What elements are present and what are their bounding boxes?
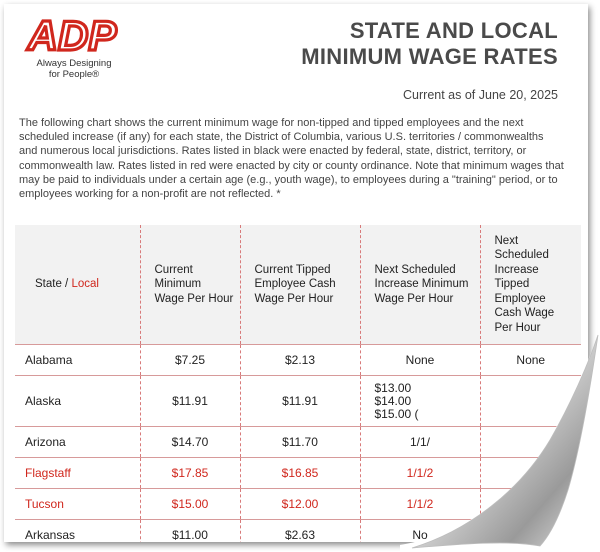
header-slash: /: [61, 278, 72, 291]
adp-logo-mark: ADP: [27, 12, 118, 59]
title-line-1: STATE AND LOCAL: [349, 18, 558, 43]
next-min-line: $14.00: [374, 393, 412, 408]
next-min-cell: 1/1/2: [360, 488, 481, 520]
logo-tagline: Always Designing for People®: [24, 58, 124, 80]
tagline-line-2: for People®: [48, 69, 100, 80]
table-header-row: State / Local Current Minimum Wage Per H…: [15, 225, 581, 345]
next-min-cell: $13.00 $14.00 $15.00 (: [360, 375, 481, 427]
min-wage-cell: $17.85: [140, 457, 241, 489]
min-wage-cell: $14.70: [140, 426, 241, 458]
state-cell: Flagstaff: [15, 457, 141, 489]
min-wage-cell: $11.00: [140, 519, 241, 542]
tipped-wage-cell: $2.63: [240, 519, 361, 542]
next-tipped-cell: None: [480, 344, 581, 376]
state-cell: Arkansas: [15, 519, 141, 542]
tipped-wage-cell: $12.00: [240, 488, 361, 520]
header-next-tipped: Next Scheduled Increase Tipped Employee …: [480, 225, 581, 345]
min-wage-cell: $11.91: [140, 375, 241, 427]
wage-table: State / Local Current Minimum Wage Per H…: [15, 225, 581, 542]
tipped-wage-cell: $11.91: [240, 375, 361, 427]
curl-flap: [411, 334, 599, 549]
state-cell: Alaska: [15, 375, 141, 427]
table-row: Alabama $7.25 $2.13 None None: [15, 344, 581, 376]
header-local: Local: [71, 278, 99, 291]
header-state-local: State / Local: [15, 225, 141, 345]
state-cell: Arizona: [15, 426, 141, 458]
state-cell: Alabama: [15, 344, 141, 376]
table-row: Tucson $15.00 $12.00 1/1/2: [15, 488, 581, 520]
next-min-cell: 1/1/2: [360, 457, 481, 489]
tagline-line-1: Always Designing: [36, 58, 112, 69]
min-wage-cell: $15.00: [140, 488, 241, 520]
current-as-of: Current as of June 20, 2025: [403, 88, 558, 102]
page-curl: [400, 330, 600, 552]
header-current-tipped: Current Tipped Employee Cash Wage Per Ho…: [240, 225, 361, 345]
min-wage-cell: $7.25: [140, 344, 241, 376]
adp-logo: ADP: [20, 10, 130, 90]
page-title: STATE AND LOCAL MINIMUM WAGE RATES: [301, 18, 558, 70]
next-min-cell: 1/1/: [360, 426, 481, 458]
tipped-wage-cell: $11.70: [240, 426, 361, 458]
next-min-cell: None: [360, 344, 481, 376]
next-min-line: $13.00: [374, 380, 412, 395]
header-next-increase: Next Scheduled Increase Minimum Wage Per…: [360, 225, 481, 345]
header-state: State: [35, 278, 62, 291]
state-cell: Tucson: [15, 488, 141, 520]
tipped-wage-cell: $16.85: [240, 457, 361, 489]
document-page: ADP Always Designing for People® STATE A…: [4, 4, 588, 542]
tipped-wage-cell: $2.13: [240, 344, 361, 376]
table-row: Alaska $11.91 $11.91 $13.00 $14.00 $15.0…: [15, 375, 581, 427]
next-min-line: $15.00 (: [374, 406, 419, 421]
header-current-min: Current Minimum Wage Per Hour: [140, 225, 241, 345]
title-line-2: MINIMUM WAGE RATES: [301, 44, 558, 69]
intro-paragraph: The following chart shows the current mi…: [19, 117, 564, 201]
